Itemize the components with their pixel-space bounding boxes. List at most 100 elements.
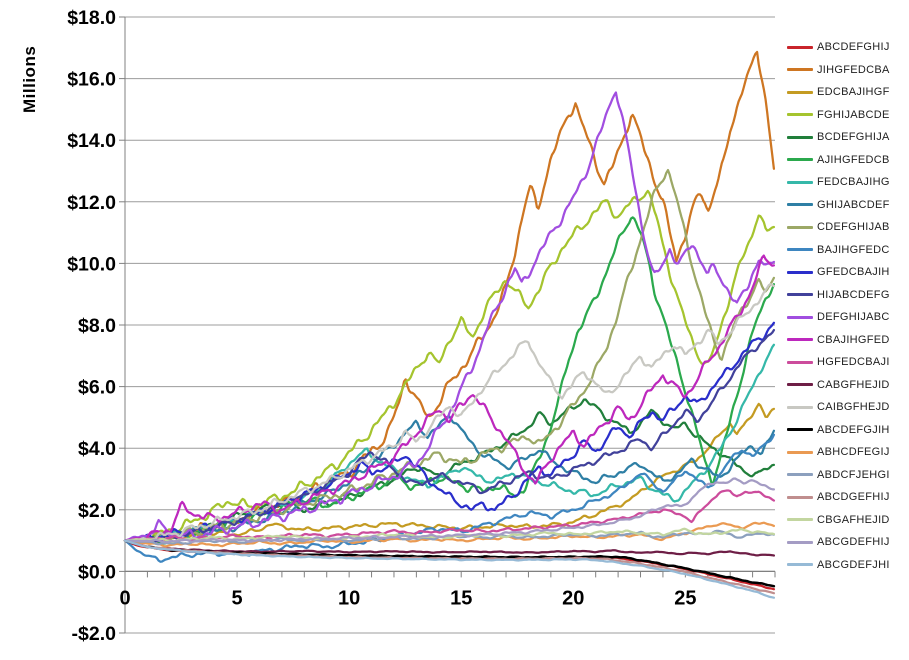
legend-item-cbajihgfed[interactable]: CBAJIHGFED	[787, 329, 907, 352]
legend-line-swatch	[787, 293, 813, 297]
legend-line-swatch	[787, 473, 813, 477]
series-line-defghijabc	[123, 91, 776, 542]
legend-line-swatch	[787, 248, 813, 252]
legend-item-ajihgfedcb[interactable]: AJIHGFEDCB	[787, 149, 907, 172]
legend-label: GHIJABCDEF	[817, 198, 890, 211]
legend-line-swatch	[787, 338, 813, 342]
legend-item-edcbajihgf[interactable]: EDCBAJIHGF	[787, 81, 907, 104]
legend-label: HIJABCDEFG	[817, 288, 890, 301]
x-tick-label: 25	[674, 587, 696, 609]
legend-item-ghijabcdef[interactable]: GHIJABCDEF	[787, 194, 907, 217]
y-tick-label: $14.0	[67, 130, 116, 152]
legend-line-swatch	[787, 225, 813, 229]
series-line-cabgfhejid	[123, 539, 776, 557]
legend-line-swatch	[787, 45, 813, 49]
legend-label: BCDEFGHIJA	[817, 131, 890, 144]
legend-item-fghijabcde[interactable]: FGHIJABCDE	[787, 104, 907, 127]
x-tick-label: 15	[450, 587, 472, 609]
legend-line-swatch	[787, 563, 813, 567]
y-tick-label: $8.0	[78, 315, 116, 337]
legend-item-abcdefgjih[interactable]: ABCDEFGJIH	[787, 419, 907, 442]
x-tick-label: 5	[232, 587, 243, 609]
legend-item-abcgdefjhi[interactable]: ABCGDEFJHI	[787, 554, 907, 577]
series-line-abcdefghij	[123, 539, 776, 591]
y-tick-label: $16.0	[67, 69, 116, 91]
y-tick-label: $4.0	[78, 438, 116, 460]
series-line-jihgfedcba	[123, 50, 776, 544]
legend-item-abcdefghij[interactable]: ABCDEFGHIJ	[787, 36, 907, 59]
legend-item-cabgfhejid[interactable]: CABGFHEJID	[787, 374, 907, 397]
legend-item-cdefghijab[interactable]: CDEFGHIJAB	[787, 216, 907, 239]
legend-label: ABCGDEFJHI	[817, 558, 890, 571]
legend-label: JIHGFEDCBA	[817, 63, 890, 76]
legend-label: CABGFHEJID	[817, 378, 890, 391]
series-group	[123, 50, 776, 599]
legend-line-swatch	[787, 135, 813, 139]
legend-line-swatch	[787, 540, 813, 544]
legend-label: CBAJIHGFED	[817, 333, 890, 346]
legend-label: ABCDEFGJIH	[817, 423, 890, 436]
legend-line-swatch	[787, 495, 813, 499]
series-line-abcdefgjih	[123, 539, 776, 588]
legend-label: CDEFGHIJAB	[817, 221, 890, 234]
series-line-hijabcdefg	[123, 328, 776, 545]
legend-line-swatch	[787, 158, 813, 162]
legend-item-abhcdfegij[interactable]: ABHCDFEGIJ	[787, 441, 907, 464]
legend-label: DEFGHIJABC	[817, 311, 890, 324]
y-tick-label: $18.0	[67, 7, 116, 29]
legend-item-fedcbajihg[interactable]: FEDCBAJIHG	[787, 171, 907, 194]
y-tick-label: -$2.0	[72, 623, 117, 645]
legend-item-hijabcdefg[interactable]: HIJABCDEFG	[787, 284, 907, 307]
legend-line-swatch	[787, 360, 813, 364]
legend-label: FEDCBAJIHG	[817, 176, 890, 189]
legend-item-abcgdefhij[interactable]: ABCGDEFHIJ	[787, 531, 907, 554]
series-line-fghijabcde	[123, 189, 776, 543]
y-tick-label: $0.0	[78, 561, 116, 583]
legend-item-caibgfhejd[interactable]: CAIBGFHEJD	[787, 396, 907, 419]
chart-legend: ABCDEFGHIJ JIHGFEDCBA EDCBAJIHGF FGHIJABCDE…	[787, 36, 907, 576]
legend-item-bajihgfedc[interactable]: BAJIHGFEDC	[787, 239, 907, 262]
series-line-bajihgfedc	[123, 433, 776, 563]
legend-item-abcdgefhij[interactable]: ABCDGEFHIJ	[787, 486, 907, 509]
legend-line-swatch	[787, 180, 813, 184]
series-line-cbajihgfed	[123, 254, 776, 542]
legend-label: CAIBGFHEJD	[817, 401, 890, 414]
y-axis-units-label: Millions	[20, 45, 39, 113]
series-line-hgfedcbaji	[123, 489, 776, 542]
legend-label: FGHIJABCDE	[817, 108, 890, 121]
legend-item-abdcfjehgi[interactable]: ABDCFJEHGI	[787, 464, 907, 487]
y-tick-label: $2.0	[78, 500, 116, 522]
legend-item-hgfedcbaji[interactable]: HGFEDCBAJI	[787, 351, 907, 374]
legend-item-defghijabc[interactable]: DEFGHIJABC	[787, 306, 907, 329]
legend-label: GFEDCBAJIH	[817, 266, 890, 279]
legend-label: ABDCFJEHGI	[817, 468, 890, 481]
y-tick-label: $6.0	[78, 377, 116, 399]
legend-line-swatch	[787, 383, 813, 387]
legend-label: AJIHGFEDCB	[817, 153, 890, 166]
legend-line-swatch	[787, 68, 813, 72]
legend-label: HGFEDCBAJI	[817, 356, 890, 369]
legend-line-swatch	[787, 90, 813, 94]
legend-item-bcdefghija[interactable]: BCDEFGHIJA	[787, 126, 907, 149]
series-line-fedcbajihg	[123, 343, 776, 542]
legend-line-swatch	[787, 113, 813, 117]
legend-label: ABCGDEFHIJ	[817, 536, 890, 549]
legend-item-gfedcbajih[interactable]: GFEDCBAJIH	[787, 261, 907, 284]
legend-item-cbgafhejid[interactable]: CBGAFHEJID	[787, 509, 907, 532]
legend-label: ABCDGEFHIJ	[817, 491, 890, 504]
legend-line-swatch	[787, 315, 813, 319]
legend-line-swatch	[787, 405, 813, 409]
legend-line-swatch	[787, 203, 813, 207]
x-tick-label: 20	[562, 587, 584, 609]
series-line-abcgdefhij	[123, 477, 776, 544]
legend-item-jihgfedcba[interactable]: JIHGFEDCBA	[787, 59, 907, 82]
series-line-abdcfjehgi	[123, 529, 776, 546]
legend-label: EDCBAJIHGF	[817, 86, 890, 99]
legend-line-swatch	[787, 450, 813, 454]
legend-line-swatch	[787, 518, 813, 522]
y-tick-label: $12.0	[67, 192, 116, 214]
legend-label: CBGAFHEJID	[817, 513, 890, 526]
series-line-caibgfhejd	[123, 283, 776, 543]
